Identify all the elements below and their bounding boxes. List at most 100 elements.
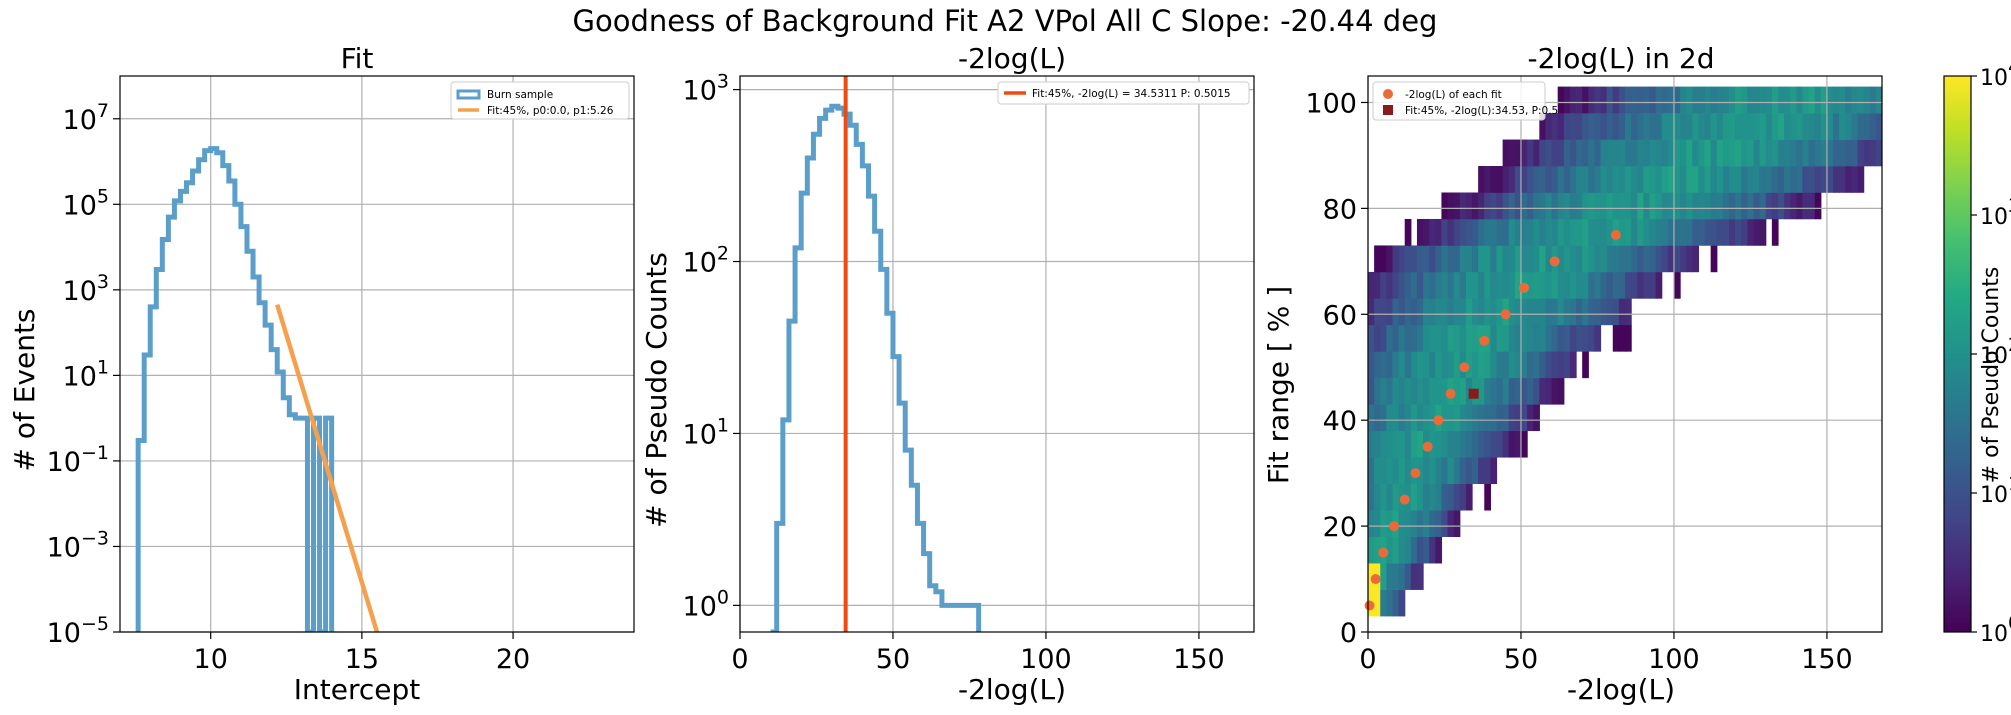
heatmap-cell (1655, 139, 1663, 167)
heatmap-cell (1680, 245, 1687, 273)
panel-loglike: -2log(L) -2log(L) # of Pseudo Counts 0 50… (640, 42, 1255, 706)
heatmap-cell (1545, 166, 1553, 193)
heatmap-cell (1716, 86, 1724, 114)
heatmap-cell (1551, 139, 1559, 167)
fit-point (1549, 256, 1560, 267)
heatmap-cell (1380, 404, 1387, 432)
heatmap-cell (1796, 86, 1804, 114)
heatmap-cell (1508, 324, 1516, 352)
heatmap-cell (1429, 218, 1436, 246)
heatmap-cell (1582, 192, 1589, 220)
heatmap-cell (1569, 324, 1577, 352)
heatmap-cell (1771, 113, 1779, 140)
heatmap-cell (1673, 86, 1681, 114)
heatmap-cell (1435, 245, 1443, 273)
x-tick-label: 50 (876, 644, 910, 675)
heatmap-cell (1380, 563, 1387, 590)
heatmap-cell (1777, 86, 1785, 114)
heatmap-cell (1502, 166, 1510, 193)
heatmap-cell (1484, 298, 1491, 326)
heatmap-cell (1643, 166, 1651, 193)
heatmap-cell (1368, 324, 1375, 352)
heatmap-cell (1722, 218, 1730, 246)
heatmap-cell (1453, 218, 1461, 246)
heatmap-cell (1374, 483, 1381, 511)
heatmap-cell (1484, 404, 1491, 432)
heatmap-cell (1765, 113, 1773, 140)
heatmap-cell (1710, 86, 1718, 114)
heatmap-cell (1618, 271, 1626, 299)
heatmap-cell (1423, 324, 1430, 352)
heatmap-cell (1398, 324, 1406, 352)
heatmap-cell (1490, 377, 1498, 405)
heatmap-cell (1875, 113, 1882, 140)
heatmap-cell (1594, 245, 1602, 273)
heatmap-cell (1459, 430, 1467, 458)
heatmap-cell (1612, 113, 1620, 140)
heatmap-cell (1459, 192, 1467, 220)
heatmap-cell (1545, 139, 1553, 167)
heatmap-cell (1520, 218, 1528, 246)
heatmap-cell (1710, 192, 1718, 220)
heatmap-cell (1594, 218, 1602, 246)
heatmap-cell (1416, 271, 1424, 299)
heatmap-cell (1447, 218, 1455, 246)
y-tick-label: 10−3 (47, 527, 109, 563)
heatmap-cell (1643, 218, 1651, 246)
heatmap-cell (1588, 86, 1596, 114)
heatmap-cell (1416, 563, 1424, 590)
heatmap-cell (1790, 166, 1797, 193)
heatmap-cell (1374, 245, 1381, 273)
heatmap-cell (1722, 113, 1730, 140)
heatmap-cell (1416, 457, 1424, 485)
heatmap-cell (1484, 192, 1491, 220)
heatmap-cell (1392, 563, 1400, 590)
heatmap-cell (1484, 457, 1491, 485)
heatmap-cell (1600, 113, 1608, 140)
heatmap-cell (1710, 245, 1718, 273)
y-tick-label: 10−1 (47, 442, 109, 478)
heatmap-cell (1514, 245, 1522, 273)
heatmap-cell (1777, 192, 1785, 220)
heatmap-cell (1563, 324, 1571, 352)
heatmap-cell (1441, 192, 1449, 220)
heatmap-cell (1465, 430, 1473, 458)
heatmap-cell (1722, 139, 1730, 167)
heatmap-cell (1631, 113, 1638, 140)
heatmap-cell (1496, 166, 1504, 193)
heatmap-cell (1447, 430, 1455, 458)
heatmap-cell (1606, 113, 1614, 140)
heatmap-cell (1820, 86, 1828, 114)
heatmap-cell (1606, 271, 1614, 299)
heatmap-cell (1380, 298, 1387, 326)
heatmap-cell (1582, 271, 1589, 299)
heatmap-cell (1496, 298, 1504, 326)
heatmap-cell (1398, 351, 1406, 379)
heatmap-cell (1508, 192, 1516, 220)
heatmap-cell (1441, 298, 1449, 326)
heatmap-cell (1826, 113, 1834, 140)
heatmap-cell (1808, 113, 1816, 140)
colorbar-label: # of Pseudo Counts (1979, 267, 2004, 484)
heatmap-cell (1435, 324, 1443, 352)
heatmap-cell (1410, 271, 1418, 299)
heatmap-cell (1404, 298, 1412, 326)
heatmap-cell (1569, 113, 1577, 140)
heatmap-cell (1368, 271, 1375, 299)
heatmap-cell (1625, 298, 1632, 326)
heatmap-cell (1453, 245, 1461, 273)
y-tick-label: 40 (1323, 406, 1357, 437)
heatmap-cell (1735, 139, 1742, 167)
heatmap-cell (1820, 166, 1828, 193)
heatmap-cell (1465, 457, 1473, 485)
heatmap-cell (1484, 271, 1491, 299)
heatmap-cell (1490, 351, 1498, 379)
heatmap-cell (1386, 536, 1394, 564)
heatmap-cell (1569, 298, 1577, 326)
fit-point (1519, 282, 1530, 293)
heatmap-cell (1735, 166, 1742, 193)
heatmap-cell (1533, 166, 1540, 193)
heatmap-cell (1539, 271, 1547, 299)
heatmap-cell (1588, 271, 1596, 299)
